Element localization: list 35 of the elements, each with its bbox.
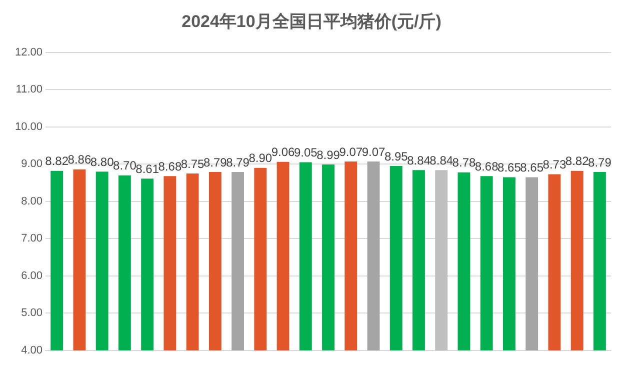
data-label: 8.70 — [113, 158, 137, 173]
data-label: 8.80 — [90, 154, 114, 169]
y-tick-label: 7.00 — [21, 232, 43, 245]
data-label: 8.65 — [498, 160, 522, 174]
data-label: 8.75 — [180, 156, 205, 171]
y-tick-label: 8.00 — [21, 195, 43, 208]
data-label: 8.79 — [588, 155, 612, 170]
data-label: 9.07 — [362, 144, 386, 159]
data-label: 8.65 — [520, 160, 544, 174]
data-label: 9.06 — [271, 145, 296, 160]
y-tick-label: 11.00 — [16, 84, 43, 96]
data-label: 9.05 — [294, 146, 318, 160]
y-tick-label: 5.00 — [21, 307, 43, 320]
data-label: 8.82 — [565, 154, 590, 168]
data-label: 8.82 — [45, 154, 69, 168]
y-tick-label: 9.00 — [21, 158, 43, 170]
data-label: 8.68 — [474, 159, 499, 174]
y-tick-label: 10.00 — [14, 120, 43, 133]
data-label: 8.99 — [316, 148, 340, 162]
y-tick-label: 6.00 — [21, 270, 43, 282]
data-label: 8.61 — [136, 162, 160, 176]
y-tick-label: 12.00 — [14, 46, 43, 58]
data-label: 8.73 — [542, 158, 566, 172]
y-tick-label: 4.00 — [21, 344, 43, 356]
data-label: 8.79 — [226, 155, 250, 170]
data-label: 8.90 — [248, 151, 272, 166]
data-label: 8.86 — [68, 152, 92, 167]
data-label: 8.79 — [203, 155, 228, 170]
data-label: 8.78 — [452, 156, 476, 170]
data-label: 8.95 — [384, 149, 408, 164]
chart-title: 2024年10月全国日平均猪价(元/斤) — [182, 12, 442, 31]
data-label: 9.07 — [339, 144, 363, 159]
data-label: 8.84 — [407, 153, 431, 168]
data-label: 8.84 — [430, 153, 454, 168]
data-label: 8.68 — [158, 159, 182, 174]
